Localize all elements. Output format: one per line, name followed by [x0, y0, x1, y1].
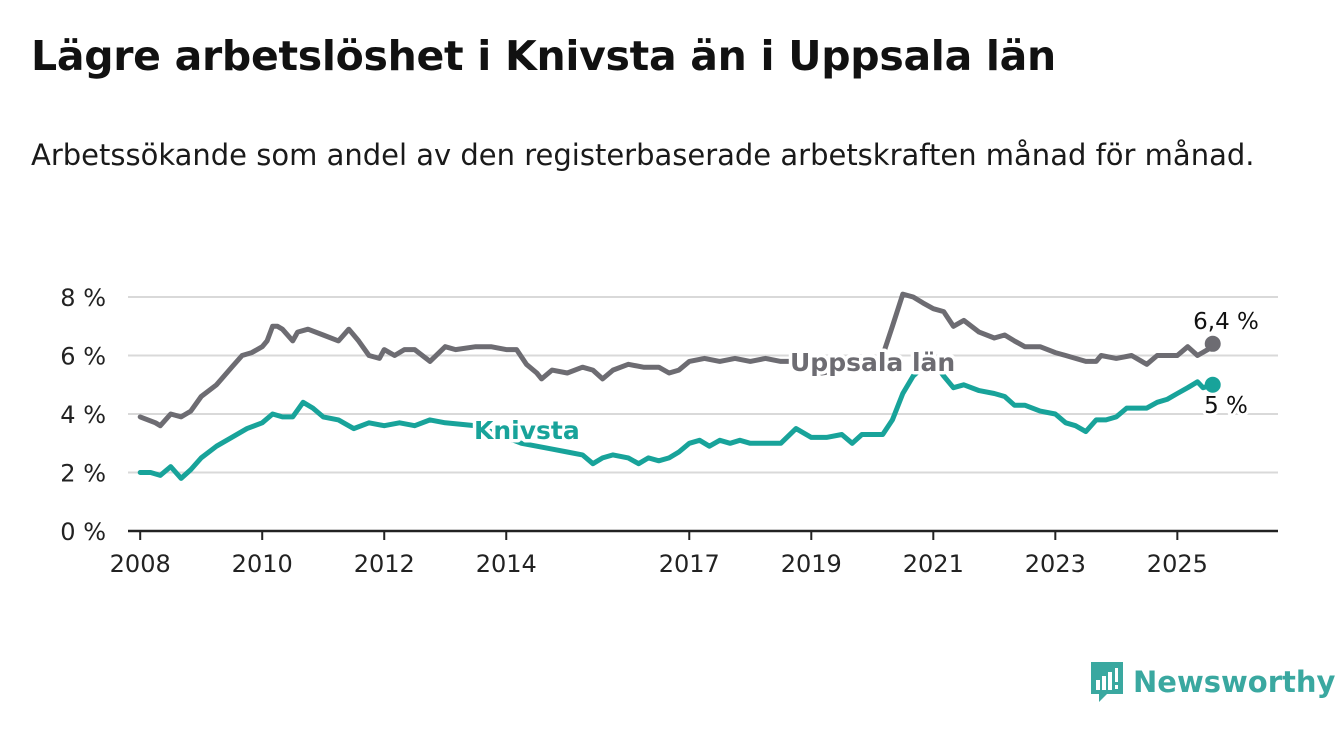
series-lines	[137, 291, 1221, 481]
series-end-point-1	[1204, 376, 1221, 393]
x-tick-label: 2025	[1147, 550, 1208, 578]
y-tick-label: 8 %	[60, 284, 106, 312]
x-tick-label: 2021	[903, 550, 964, 578]
series-label-knivsta: Knivsta	[474, 416, 580, 445]
y-tick-label: 2 %	[60, 460, 106, 488]
end-label-uppsala: 6,4 %	[1193, 309, 1259, 335]
x-tick-label: 2017	[659, 550, 720, 578]
x-tick-label: 2010	[232, 550, 293, 578]
brand-name: Newsworthy	[1133, 665, 1336, 699]
x-tick-label: 2023	[1025, 550, 1086, 578]
grid-lines	[128, 296, 1278, 474]
x-tick-label: 2008	[110, 550, 171, 578]
y-tick-label: 6 %	[60, 343, 106, 371]
x-axis-ticks: 2008 2010 2012 2014 2017 2019 2021 2023 2025	[110, 531, 1208, 578]
end-label-knivsta: 5 %	[1204, 393, 1248, 419]
y-axis-ticks: 0 % 2 % 4 % 6 % 8 %	[60, 284, 106, 546]
series-labels: Uppsala län Knivsta 6,4 % 5 %	[471, 306, 1262, 449]
chart-subtitle: Arbetssökande som andel av den registerb…	[31, 138, 1255, 172]
y-tick-label: 0 %	[60, 518, 106, 546]
series-end-point-0	[1204, 335, 1221, 352]
newsworthy-logo-icon	[1091, 662, 1123, 702]
series-line-0	[137, 291, 1216, 429]
x-tick-label: 2012	[354, 550, 415, 578]
brand-logo: Newsworthy	[1089, 660, 1335, 704]
y-tick-label: 4 %	[60, 401, 106, 429]
series-line-1	[137, 358, 1216, 481]
series-label-uppsala: Uppsala län	[790, 348, 955, 377]
x-tick-label: 2014	[476, 550, 537, 578]
page-title: Lägre arbetslöshet i Knivsta än i Uppsal…	[31, 32, 1056, 80]
x-tick-label: 2019	[781, 550, 842, 578]
